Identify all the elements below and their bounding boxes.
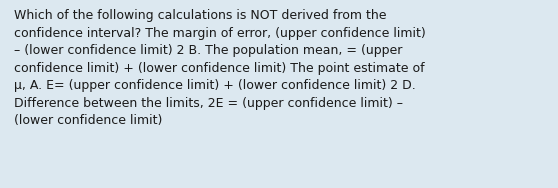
Text: Which of the following calculations is NOT derived from the
confidence interval?: Which of the following calculations is N… [14, 9, 426, 127]
